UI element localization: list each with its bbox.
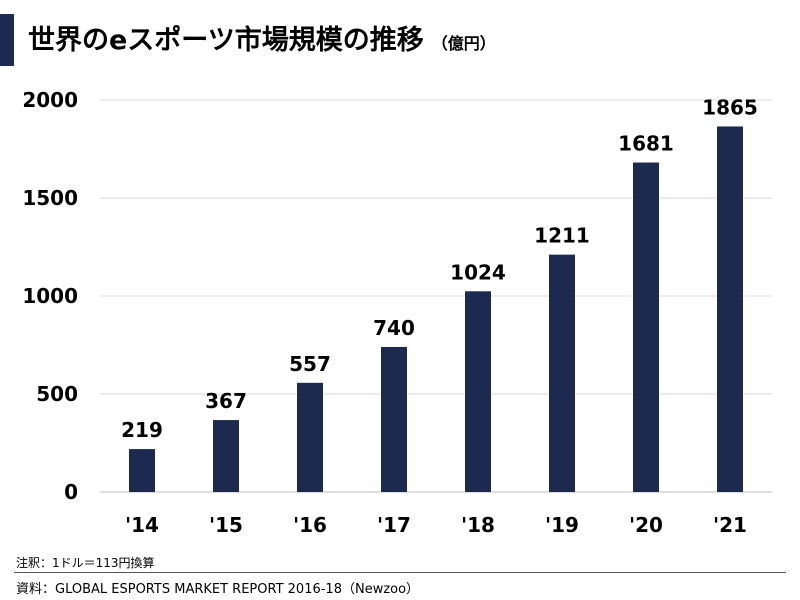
y-tick-label: 500: [36, 382, 78, 406]
bar: [633, 162, 659, 493]
x-tick-label: '16: [293, 513, 327, 537]
source-divider: [14, 572, 786, 573]
x-tick-label: '19: [545, 513, 579, 537]
bar: [717, 126, 743, 493]
data-label: 557: [289, 352, 331, 376]
title-accent-bar: [0, 14, 14, 66]
chart-title-text: 世界のeスポーツ市場規模の推移: [28, 25, 424, 56]
bar: [297, 382, 323, 492]
x-tick-label: '15: [209, 513, 243, 537]
chart-unit-label: （億円）: [431, 34, 496, 53]
x-tick-label: '14: [125, 513, 159, 537]
bar-chart: 0 500 1000 1500 2000 219 '14 367 '15 557 '16 740 '17…: [22, 88, 772, 537]
bar: [213, 420, 239, 492]
x-tick-label: '20: [629, 513, 663, 537]
bar: [129, 449, 155, 492]
bar: [381, 346, 407, 492]
data-label: 1024: [450, 260, 506, 284]
y-tick-label: 1500: [22, 186, 78, 210]
data-label: 740: [373, 316, 415, 340]
y-tick-label: 2000: [22, 88, 78, 112]
data-label: 219: [121, 418, 163, 442]
data-label: 1211: [534, 224, 590, 248]
data-label: 1681: [618, 132, 674, 156]
x-tick-label: '17: [377, 513, 411, 537]
bar: [465, 291, 491, 492]
data-label: 367: [205, 389, 247, 413]
bar: [549, 254, 575, 492]
data-label: 1865: [702, 95, 758, 119]
source-citation: 資料：GLOBAL ESPORTS MARKET REPORT 2016-18（…: [16, 582, 420, 597]
footnote: 注釈：1ドル＝113円換算: [16, 556, 155, 570]
y-tick-label: 0: [64, 480, 78, 504]
x-tick-label: '21: [713, 513, 747, 537]
y-tick-label: 1000: [22, 284, 78, 308]
x-tick-label: '18: [461, 513, 495, 537]
chart-title: 世界のeスポーツ市場規模の推移 （億円）: [28, 18, 496, 57]
